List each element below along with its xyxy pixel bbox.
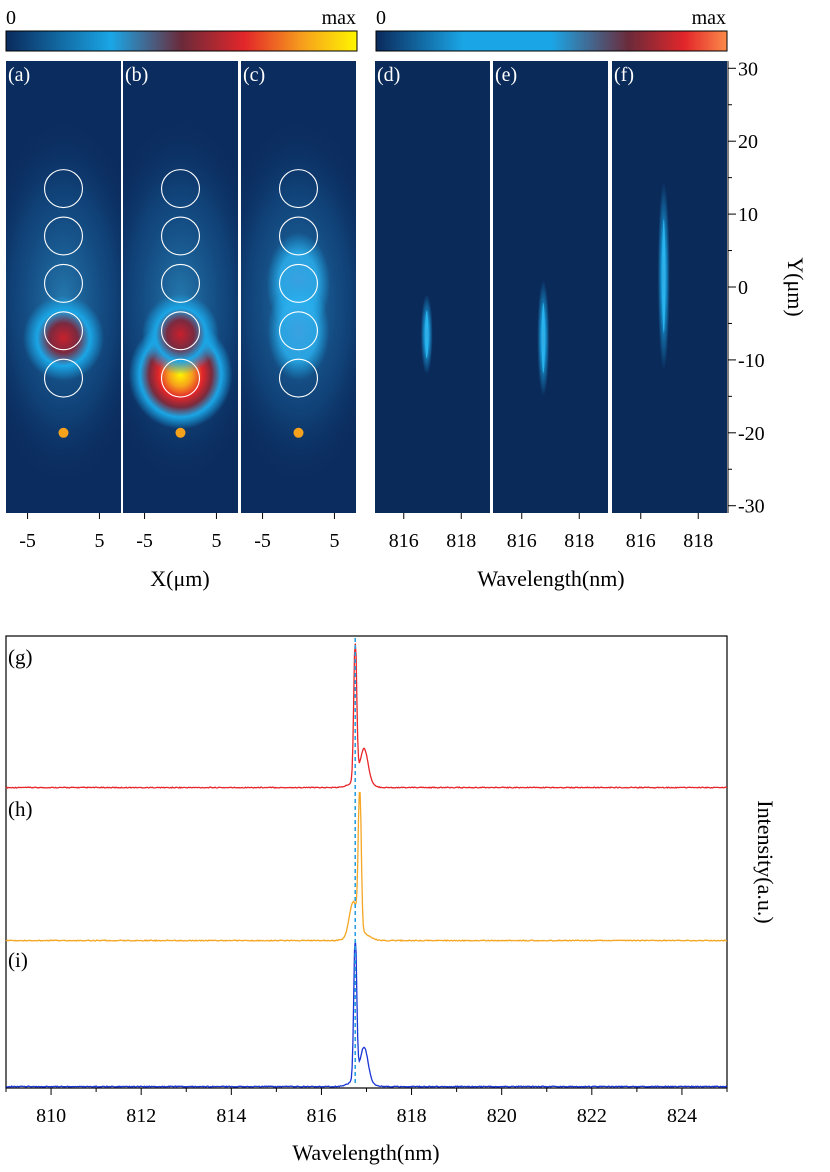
y-tick-label: 20 [738,131,758,153]
line-chart-x-axis-label: Wavelength(nm) [292,1140,439,1165]
panel-label-b: (b) [125,64,148,86]
x-tick-label: 818 [446,530,476,552]
waveguide-circle [43,311,84,351]
x-tick-label: -5 [19,530,36,552]
near-field-panel-c: (c) [241,61,356,513]
x-tick-label: 812 [126,1105,156,1127]
panel-background [493,61,608,513]
waveguide-circle [278,169,319,209]
hot-spot [267,281,330,381]
hot-spot [22,295,105,381]
panel-background [375,61,490,513]
pump-spot-dot [58,427,69,438]
panel-content [6,61,121,513]
waveguide-circle [160,169,201,209]
waveguide-circle [278,263,319,303]
x-tick-label: 814 [216,1105,246,1127]
panel-label-e: (e) [495,64,517,86]
near-field-panels: (a) (b) (c) [6,61,356,513]
x-tick-label: 820 [487,1105,517,1127]
panel-label-c: (c) [243,64,265,86]
x-tick-label: 816 [507,530,537,552]
colorbar-1-max-label: max [322,7,356,29]
waveguide-circle [278,311,319,351]
waveguide-circle [160,216,201,256]
pump-spot-dot [293,427,304,438]
y-tick-label: -20 [738,423,765,445]
spectral-panel-d: (d) [375,61,490,513]
y-tick-label: -30 [738,496,765,518]
series-label-g: (g) [8,645,33,669]
panel-label-f: (f) [614,64,634,86]
series-label-h: (h) [8,797,33,821]
x-tick-label: 810 [36,1105,66,1127]
waveguide-circle [160,358,201,398]
colorbar-2: 0 max [375,7,728,52]
x-tick-label: -5 [254,530,271,552]
near-field-panel-b: (b) [123,61,238,513]
spectral-line-core [662,219,666,333]
series-labels: (g) (h) (i) [8,645,33,972]
x-tick-label: 5 [211,530,221,552]
pump-spot-dot [175,427,186,438]
top-x-ticks: -5 5 -5 5 -5 5 816 818 816 818 816 818 [19,513,713,552]
colorbar-1-bar [5,30,358,52]
spectral-line-core [541,303,545,374]
near-field-x-axis-label: X(μm) [150,566,209,591]
top-y-ticks: 30 20 10 0 -10 -20 -30 [727,58,765,518]
colorbar-2-min-label: 0 [376,7,386,29]
x-tick-label: 816 [626,530,656,552]
y-tick-label: -10 [738,350,765,372]
x-tick-label: 816 [389,530,419,552]
line-series-h [5,792,728,942]
waveguide-circle [43,169,84,209]
waveguide-circle [278,358,319,398]
x-tick-label: 822 [577,1105,607,1127]
x-tick-label: 5 [94,530,104,552]
colorbar-2-bar [375,30,728,52]
panel-label-d: (d) [377,64,400,86]
y-tick-label: 0 [738,277,748,299]
spectra-x-axis-label: Wavelength(nm) [477,566,624,591]
panel-content [241,61,356,513]
x-tick-label: 818 [397,1105,427,1127]
y-tick-label: 10 [738,204,758,226]
x-tick-label: 818 [564,530,594,552]
waveguide-circle [278,216,319,256]
series-label-i: (i) [8,948,28,972]
spectral-panel-e: (e) [493,61,608,513]
x-tick-label: 824 [667,1105,697,1127]
waveguide-circle [43,358,84,398]
line-chart-y-axis-label: Intensity(a.u.) [753,800,778,923]
waveguide-circle [43,216,84,256]
colorbar-2-max-label: max [692,7,726,29]
x-tick-label: 816 [306,1105,336,1127]
colorbar-1: 0 max [5,7,358,52]
x-tick-label: 5 [329,530,339,552]
y-tick-label: 30 [738,58,758,80]
line-series-i [6,940,728,1088]
spectral-panels: (d) (e) (f) [375,61,727,513]
spectral-panel-f: (f) [612,61,727,513]
spectrum-line-chart: (g) (h) (i) 810 812 814 816 818 820 822 824 Wavel… [5,635,778,1165]
waveguide-circle [160,311,201,351]
spectral-line-core [425,310,429,359]
line-chart-x-ticks: 810 812 814 816 818 820 822 824 [5,1088,728,1127]
panel-label-a: (a) [8,64,30,86]
hot-spot [142,293,219,375]
waveguide-circle [43,263,84,303]
colorbar-1-min-label: 0 [6,7,16,29]
panel-content [123,61,238,513]
x-tick-label: -5 [136,530,153,552]
line-series-g [5,643,728,789]
line-chart-frame [5,635,728,1089]
spectra-y-axis-label: Y(μm) [783,257,808,316]
near-field-panel-a: (a) [6,61,121,513]
line-series-group [5,643,728,1088]
waveguide-circle [160,263,201,303]
x-tick-label: 818 [683,530,713,552]
